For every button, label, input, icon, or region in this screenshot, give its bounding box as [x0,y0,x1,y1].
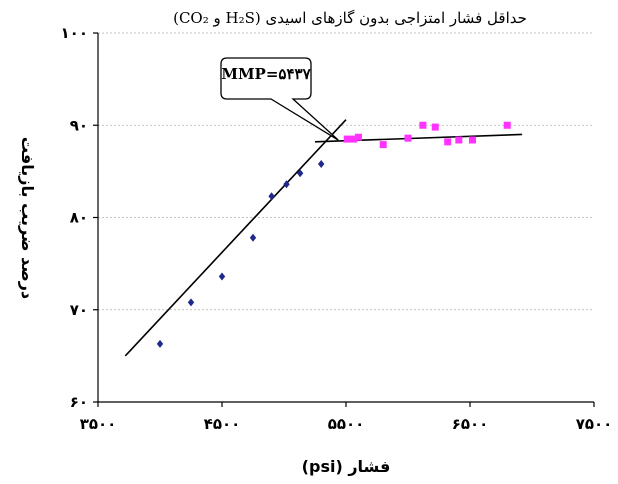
mmp-callout-label: MMP=۵۴۳۷ [221,65,311,83]
data-point-diamond [218,272,226,281]
data-point-diamond [187,298,195,307]
data-point-square [431,123,439,131]
data-point-square [419,121,427,129]
data-point-square [503,121,511,129]
data-point-square [349,135,357,143]
x-tick-label: ۵۵۰۰ [328,415,365,433]
chart-title: حداقل فشار امتزاجی بدون گازهای اسیدی (H₂… [173,9,527,27]
data-point-diamond [156,339,164,348]
data-point-square [468,136,476,144]
x-tick-label: ۳۵۰۰ [80,415,117,433]
data-point-diamond [318,159,325,168]
data-point-diamond [268,192,275,201]
gridlines [98,32,594,311]
y-tick-label: ۷۰ [70,301,88,319]
x-tick-label: ۶۵۰۰ [452,415,489,433]
y-tick-label: ۸۰ [70,209,88,227]
y-tick-label: ۹۰ [70,116,88,134]
x-axis-title: فشار (psi) [302,457,391,476]
trend-line [124,119,347,357]
mmp-callout-box [220,57,339,141]
data-point-square [379,141,387,149]
axis-ticks: ۶۰ ۷۰ ۸۰ ۹۰ ۱۰۰ ۳۵۰۰ ۴۵۰۰ ۵۵۰۰ ۶۵۰۰ ۷۵۰۰ [61,24,613,433]
data-point-diamond [296,169,304,178]
data-point-square [444,138,452,146]
data-points [156,121,511,348]
data-point-square [455,136,463,144]
mmp-callout: MMP=۵۴۳۷ [220,57,339,141]
x-tick-label: ۴۵۰۰ [204,415,241,433]
x-tick-label: ۷۵۰۰ [576,415,613,433]
y-axis-title: درصد ضریب بازیافت [18,137,37,299]
data-point-square [354,133,362,141]
data-point-square [404,134,412,142]
data-point-square [343,135,351,143]
y-tick-label: ۶۰ [70,393,88,411]
y-tick-label: ۱۰۰ [61,24,88,42]
trendlines [124,119,523,357]
data-point-diamond [283,180,290,189]
data-point-diamond [249,233,257,242]
